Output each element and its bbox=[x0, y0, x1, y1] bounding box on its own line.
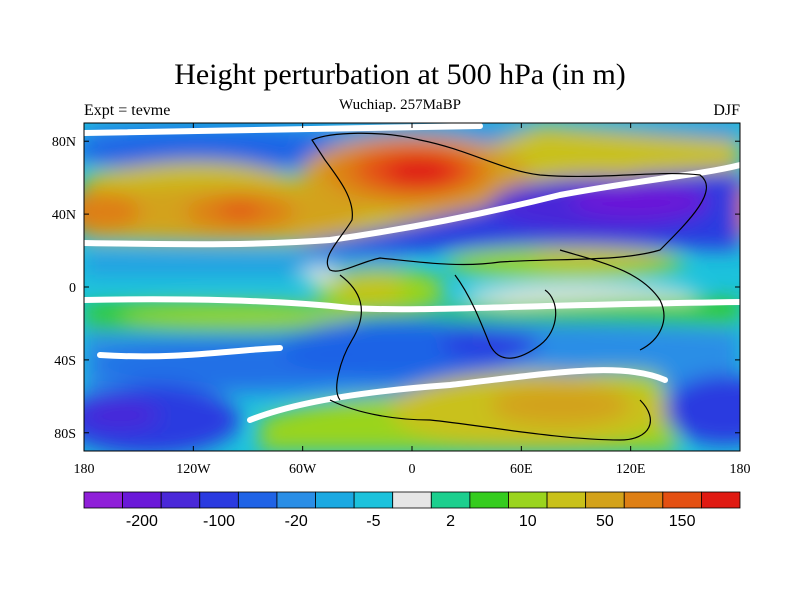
continent-outlines bbox=[311, 132, 707, 441]
colorbar-label: 150 bbox=[669, 513, 696, 530]
colorbar-label: 10 bbox=[519, 513, 537, 530]
colorbar-swatch bbox=[585, 491, 625, 509]
colorbar-swatch bbox=[83, 491, 123, 509]
colorbar-swatch bbox=[508, 491, 548, 509]
colorbar: -200 -100 -20 -5 2 10 50 150 bbox=[83, 491, 741, 530]
x-tick-label: 60E bbox=[510, 462, 533, 477]
colorbar-swatch bbox=[546, 491, 587, 509]
colorbar-swatch bbox=[623, 491, 664, 509]
x-tick-label: 120W bbox=[176, 462, 211, 477]
chart-subtitle: Wuchiap. 257MaBP bbox=[339, 97, 461, 113]
colorbar-swatch bbox=[122, 491, 162, 509]
axis-ticks: 180 120W 60W 0 60E 120E 180 80N 40N 0 40S 80S bbox=[52, 123, 751, 477]
season-label: DJF bbox=[713, 102, 740, 119]
y-tick-label: 40N bbox=[52, 208, 76, 223]
colorbar-swatch bbox=[430, 491, 471, 509]
x-tick-label: 120E bbox=[616, 462, 646, 477]
colorbar-swatch bbox=[160, 491, 201, 509]
colorbar-swatch bbox=[199, 491, 239, 509]
colorbar-label: -5 bbox=[366, 513, 380, 530]
colorbar-swatch bbox=[237, 491, 278, 509]
colorbar-swatch bbox=[276, 491, 316, 509]
colorbar-swatch bbox=[469, 491, 509, 509]
colorbar-swatch bbox=[353, 491, 394, 509]
chart-title: Height perturbation at 500 hPa (in m) bbox=[174, 58, 626, 91]
colorbar-swatch bbox=[701, 491, 741, 509]
experiment-label: Expt = tevme bbox=[84, 102, 171, 119]
colorbar-swatch bbox=[315, 491, 355, 509]
colorbar-label: 2 bbox=[446, 513, 455, 530]
field-layer bbox=[84, 123, 740, 451]
x-tick-label: 0 bbox=[409, 462, 416, 477]
y-tick-label: 80S bbox=[54, 427, 76, 442]
colorbar-swatch bbox=[392, 491, 432, 509]
colorbar-label: -20 bbox=[285, 513, 308, 530]
y-tick-label: 0 bbox=[69, 281, 76, 296]
colorbar-swatch bbox=[662, 491, 702, 509]
x-tick-label: 60W bbox=[289, 462, 317, 477]
colorbar-label: -200 bbox=[126, 513, 158, 530]
colorbar-label: -100 bbox=[203, 513, 235, 530]
colorbar-label: 50 bbox=[596, 513, 614, 530]
x-tick-label: 180 bbox=[74, 462, 95, 477]
x-tick-label: 180 bbox=[730, 462, 751, 477]
y-tick-label: 80N bbox=[52, 135, 76, 150]
y-tick-label: 40S bbox=[54, 354, 76, 369]
